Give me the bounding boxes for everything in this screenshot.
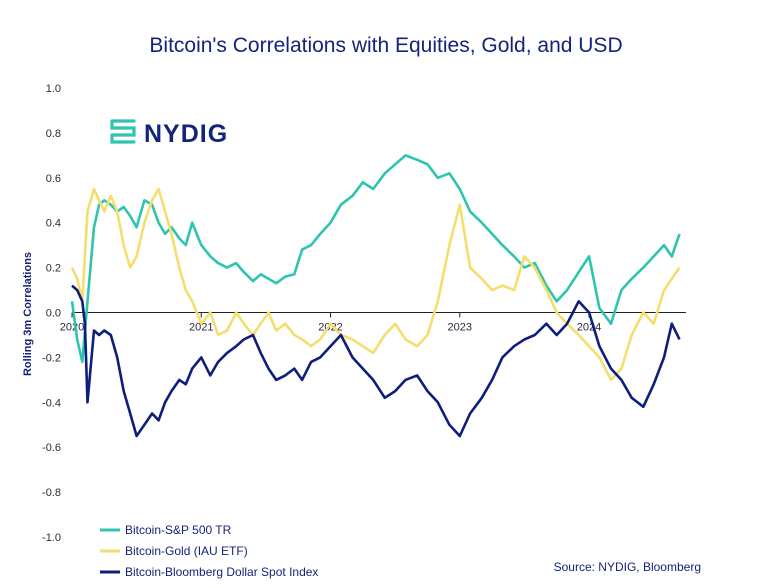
- y-axis-label: Rolling 3m Correlations: [22, 252, 34, 376]
- logo-text: NYDIG: [144, 120, 228, 148]
- nydig-logo-icon: [110, 119, 136, 144]
- y-tick-label: 0.4: [46, 218, 61, 230]
- y-tick-label: -1.0: [42, 532, 61, 544]
- series-lines: [70, 154, 681, 438]
- x-tick-label: 2020: [60, 322, 84, 334]
- source-note: Source: NYDIG, Bloomberg: [554, 560, 701, 574]
- y-tick-label: 0.2: [46, 263, 61, 275]
- series-line-sp500: [70, 154, 681, 364]
- y-tick-label: -0.6: [42, 442, 61, 454]
- y-tick-label: 1.0: [46, 83, 61, 95]
- y-tick-label: 0.0: [46, 308, 61, 320]
- nydig-logo: NYDIG: [110, 119, 228, 148]
- series-line-gold: [70, 187, 681, 382]
- x-axis-ticks: 2020 2021 2022 2023 2024: [60, 312, 601, 334]
- x-tick-label: 2023: [448, 322, 472, 334]
- y-tick-label: -0.8: [42, 487, 61, 499]
- legend: Bitcoin-S&P 500 TR Bitcoin-Gold (IAU ETF…: [100, 523, 318, 579]
- chart-title: Bitcoin's Correlations with Equities, Go…: [149, 34, 623, 57]
- y-axis-ticks: 1.0 0.8 0.6 0.4 0.2 0.0 -0.2 -0.4 -0.6 -0.8 -1.0: [42, 83, 61, 544]
- y-tick-label: 0.8: [46, 128, 61, 140]
- y-tick-label: 0.6: [46, 173, 61, 185]
- legend-label-usd: Bitcoin-Bloomberg Dollar Spot Index: [125, 565, 318, 579]
- x-tick-label: 2021: [189, 322, 213, 334]
- y-tick-label: -0.4: [42, 397, 61, 409]
- y-tick-label: -0.2: [42, 352, 61, 364]
- x-tick-label: 2024: [577, 322, 601, 334]
- series-line-usd: [71, 284, 681, 438]
- legend-label-gold: Bitcoin-Gold (IAU ETF): [125, 544, 248, 558]
- legend-label-sp500: Bitcoin-S&P 500 TR: [125, 523, 232, 537]
